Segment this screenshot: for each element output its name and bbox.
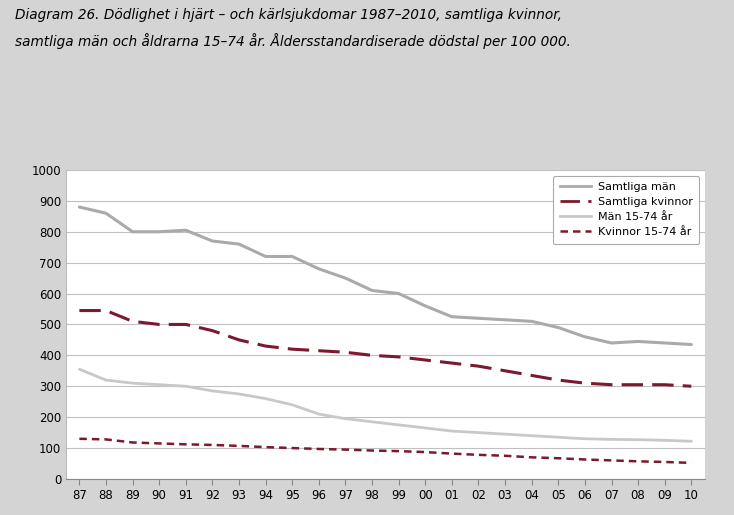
Text: samtliga män och åldrarna 15–74 år. Åldersstandardiserade dödstal per 100 000.: samtliga män och åldrarna 15–74 år. Ålde…: [15, 33, 570, 49]
Text: Diagram 26. Dödlighet i hjärt – och kärlsjukdomar 1987–2010, samtliga kvinnor,: Diagram 26. Dödlighet i hjärt – och kärl…: [15, 8, 562, 22]
Legend: Samtliga män, Samtliga kvinnor, Män 15-74 år, Kvinnor 15-74 år: Samtliga män, Samtliga kvinnor, Män 15-7…: [553, 176, 699, 244]
